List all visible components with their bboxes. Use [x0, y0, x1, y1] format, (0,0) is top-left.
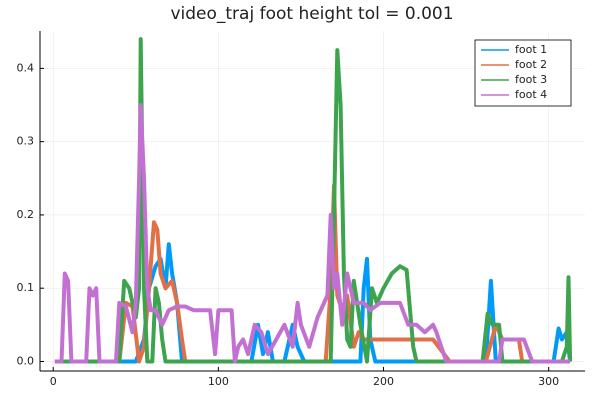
- series-line: [54, 37, 573, 364]
- legend-label: foot 4: [515, 88, 547, 101]
- x-tick-label: 200: [373, 375, 394, 388]
- legend-label: foot 2: [515, 58, 547, 71]
- y-tick-label: 0.4: [17, 61, 35, 74]
- y-tick-label: 0.0: [17, 354, 35, 367]
- x-tick-label: 0: [50, 375, 57, 388]
- legend-label: foot 1: [515, 43, 547, 56]
- y-tick-label: 0.3: [17, 135, 35, 148]
- series-line: [54, 103, 571, 364]
- y-tick-label: 0.1: [17, 281, 35, 294]
- chart-title: video_traj foot height tol = 0.001: [170, 4, 453, 24]
- legend-label: foot 3: [515, 73, 547, 86]
- y-tick-label: 0.2: [17, 208, 35, 221]
- x-tick-label: 100: [208, 375, 229, 388]
- x-tick-label: 300: [538, 375, 559, 388]
